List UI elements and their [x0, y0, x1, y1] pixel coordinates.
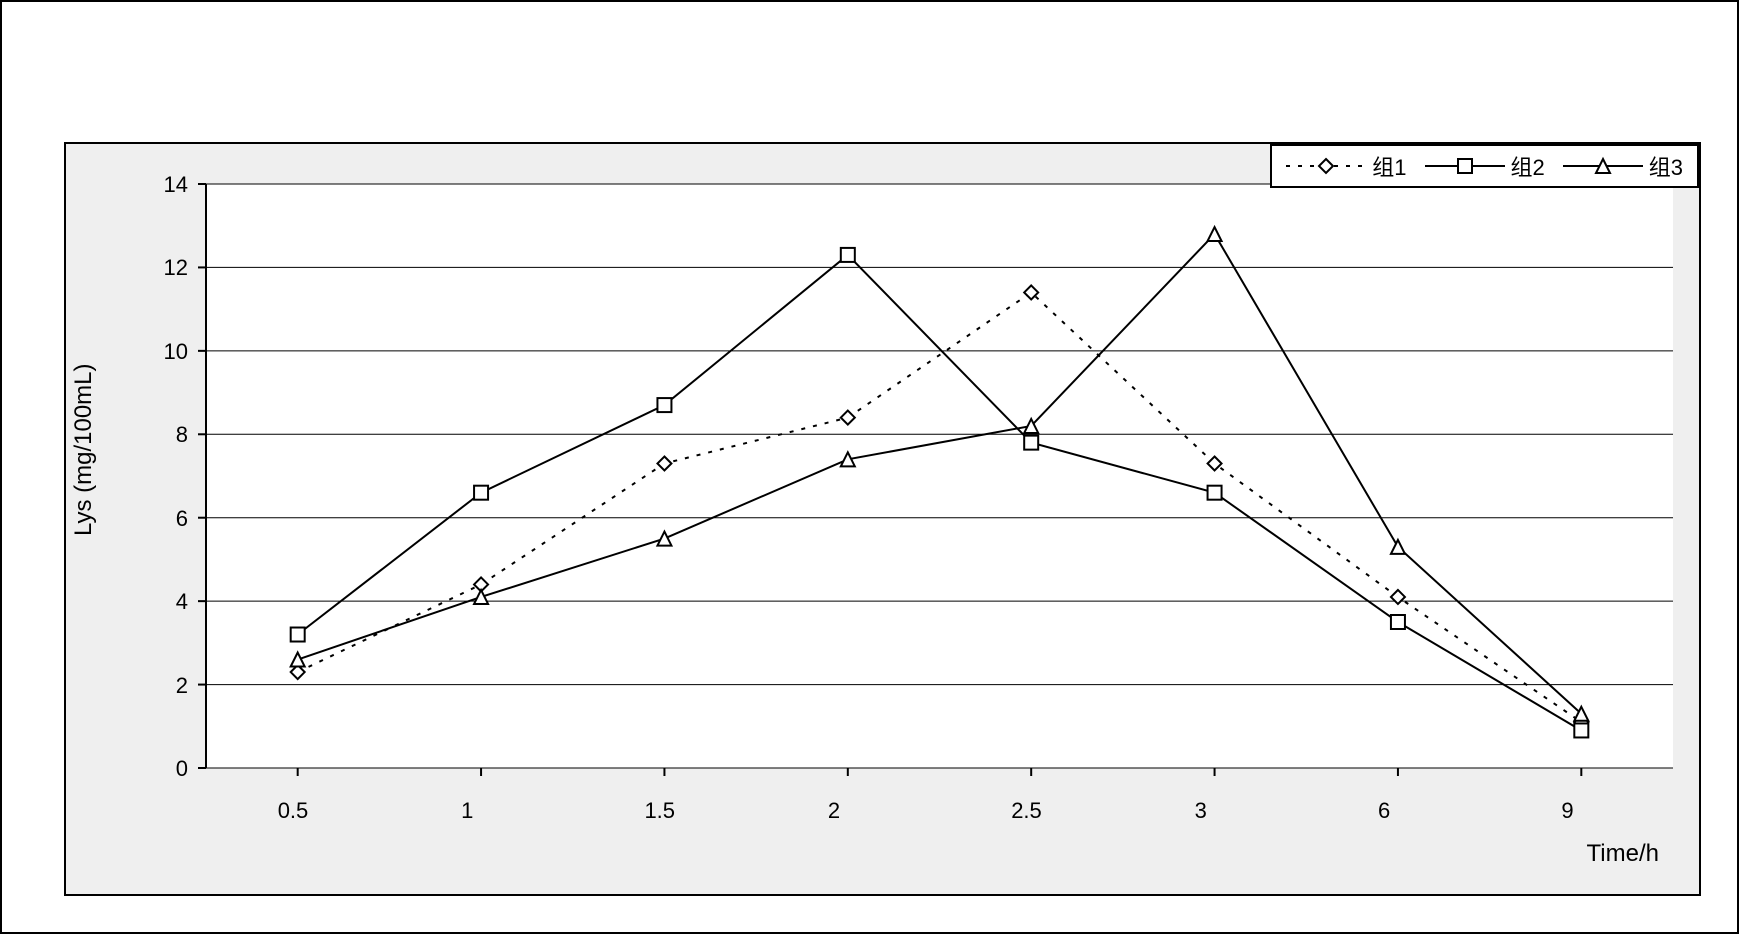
y-tick-label: 2 — [176, 673, 188, 699]
x-axis-label: Time/h — [1587, 840, 1659, 868]
legend-label: 组2 — [1511, 150, 1545, 182]
y-tick-label: 12 — [164, 255, 188, 281]
legend: 组1 组2 组3 — [1270, 144, 1699, 188]
y-tick-label: 14 — [164, 172, 188, 198]
y-axis-label: Lys (mg/100mL) — [70, 364, 98, 537]
y-tick-label: 0 — [176, 756, 188, 782]
x-tick-label: 9 — [1561, 798, 1573, 824]
x-tick-label: 0.5 — [278, 798, 309, 824]
chart-svg — [66, 144, 1703, 898]
x-tick-label: 2.5 — [1011, 798, 1042, 824]
y-tick-label: 6 — [176, 506, 188, 532]
x-tick-label: 1 — [461, 798, 473, 824]
x-tick-label: 1.5 — [644, 798, 675, 824]
y-tick-label: 10 — [164, 339, 188, 365]
chart-inner-frame: 组1组2组3 Lys (mg/100mL) Time/h 02468101214… — [64, 142, 1701, 896]
y-tick-label: 4 — [176, 589, 188, 615]
x-tick-label: 6 — [1378, 798, 1390, 824]
x-tick-label: 2 — [828, 798, 840, 824]
legend-item: 组2 — [1425, 150, 1545, 182]
y-tick-label: 8 — [176, 422, 188, 448]
legend-item: 组3 — [1563, 150, 1683, 182]
chart-outer-frame: 组1组2组3 Lys (mg/100mL) Time/h 02468101214… — [0, 0, 1739, 934]
x-tick-label: 3 — [1195, 798, 1207, 824]
legend-item: 组1 — [1286, 150, 1406, 182]
legend-label: 组1 — [1372, 150, 1406, 182]
legend-label: 组3 — [1649, 150, 1683, 182]
